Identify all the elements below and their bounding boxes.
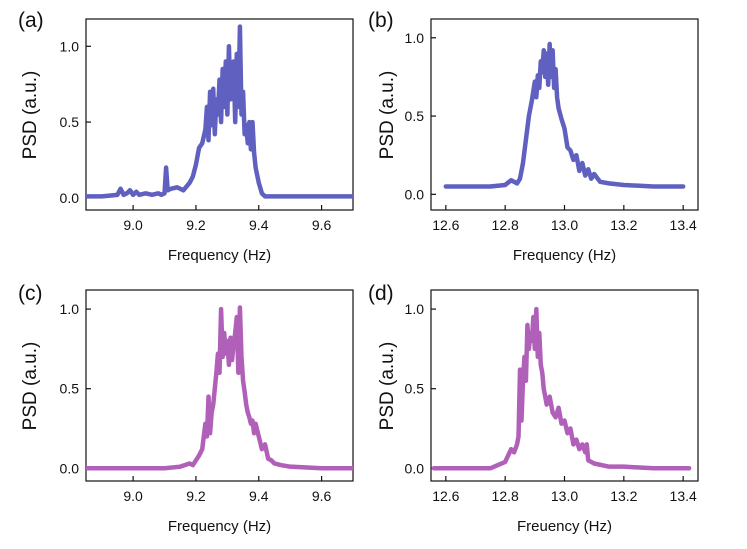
x-tick-label: 9.4 (249, 488, 269, 504)
x-axis-label: Freuency (Hz) (517, 518, 612, 535)
y-tick-label: 1.0 (60, 38, 80, 54)
panel-0: 9.0 9.2 9.4 9.6 0.0 0.5 1.0 Frequency (Hz) PSD (… (18, 9, 354, 264)
plot-frame (430, 18, 699, 211)
panel-2: 9.0 9.2 9.4 9.6 0.0 0.5 1.0 Frequency (Hz) PSD (… (18, 282, 354, 535)
x-tick-label: 13.4 (670, 217, 697, 233)
y-tick-label: 0.5 (60, 381, 80, 397)
x-tick-label: 12.8 (492, 488, 519, 504)
panel-1: 12.6 12.8 13.0 13.2 13.4 0.0 0.5 1.0 Frequency (… (368, 9, 699, 264)
y-axis-label: PSD (a.u.) (20, 342, 41, 431)
y-tick-label: 1.0 (405, 30, 425, 46)
y-tick-label: 1.0 (405, 301, 425, 317)
x-tick-label: 13.4 (670, 488, 697, 504)
x-tick-label: 9.4 (249, 217, 269, 233)
panel-label: (c) (18, 282, 43, 305)
x-axis-label: Frequency (Hz) (168, 247, 271, 264)
series-line (443, 41, 686, 189)
panel-label: (d) (368, 282, 394, 305)
y-tick-label: 0.0 (405, 460, 425, 476)
x-tick-label: 12.6 (432, 217, 459, 233)
plot-frame (430, 289, 699, 482)
x-tick-label: 9.2 (186, 488, 206, 504)
x-tick-label: 9.6 (312, 217, 332, 233)
x-axis-label: Frequency (Hz) (168, 518, 271, 535)
x-axis-label: Frequency (Hz) (513, 247, 616, 264)
y-tick-label: 0.0 (60, 460, 80, 476)
y-axis-label: PSD (a.u.) (377, 342, 398, 431)
plot-frame (85, 289, 354, 482)
y-tick-label: 0.5 (405, 108, 425, 124)
panel-label: (b) (368, 9, 394, 32)
x-tick-label: 12.8 (492, 217, 519, 233)
plot-frame (85, 18, 354, 211)
y-tick-label: 1.0 (60, 301, 80, 317)
series-line (431, 306, 692, 471)
series-line (86, 305, 353, 471)
y-tick-label: 0.0 (405, 186, 425, 202)
x-tick-label: 13.0 (551, 488, 578, 504)
series-line (86, 24, 353, 199)
y-axis-label: PSD (a.u.) (20, 71, 41, 160)
panel-label: (a) (18, 9, 44, 32)
x-tick-label: 13.2 (610, 217, 637, 233)
x-tick-label: 13.0 (551, 217, 578, 233)
panel-3: 12.6 12.8 13.0 13.2 13.4 0.0 0.5 1.0 Freuency (H… (368, 282, 699, 535)
y-axis-label: PSD (a.u.) (377, 71, 398, 160)
x-tick-label: 9.2 (186, 217, 206, 233)
y-tick-label: 0.5 (405, 381, 425, 397)
x-tick-label: 13.2 (610, 488, 637, 504)
y-tick-label: 0.5 (60, 114, 80, 130)
y-tick-label: 0.0 (60, 190, 80, 206)
x-tick-label: 9.0 (123, 488, 143, 504)
x-tick-label: 9.0 (123, 217, 143, 233)
x-tick-label: 12.6 (432, 488, 459, 504)
x-tick-label: 9.6 (312, 488, 332, 504)
